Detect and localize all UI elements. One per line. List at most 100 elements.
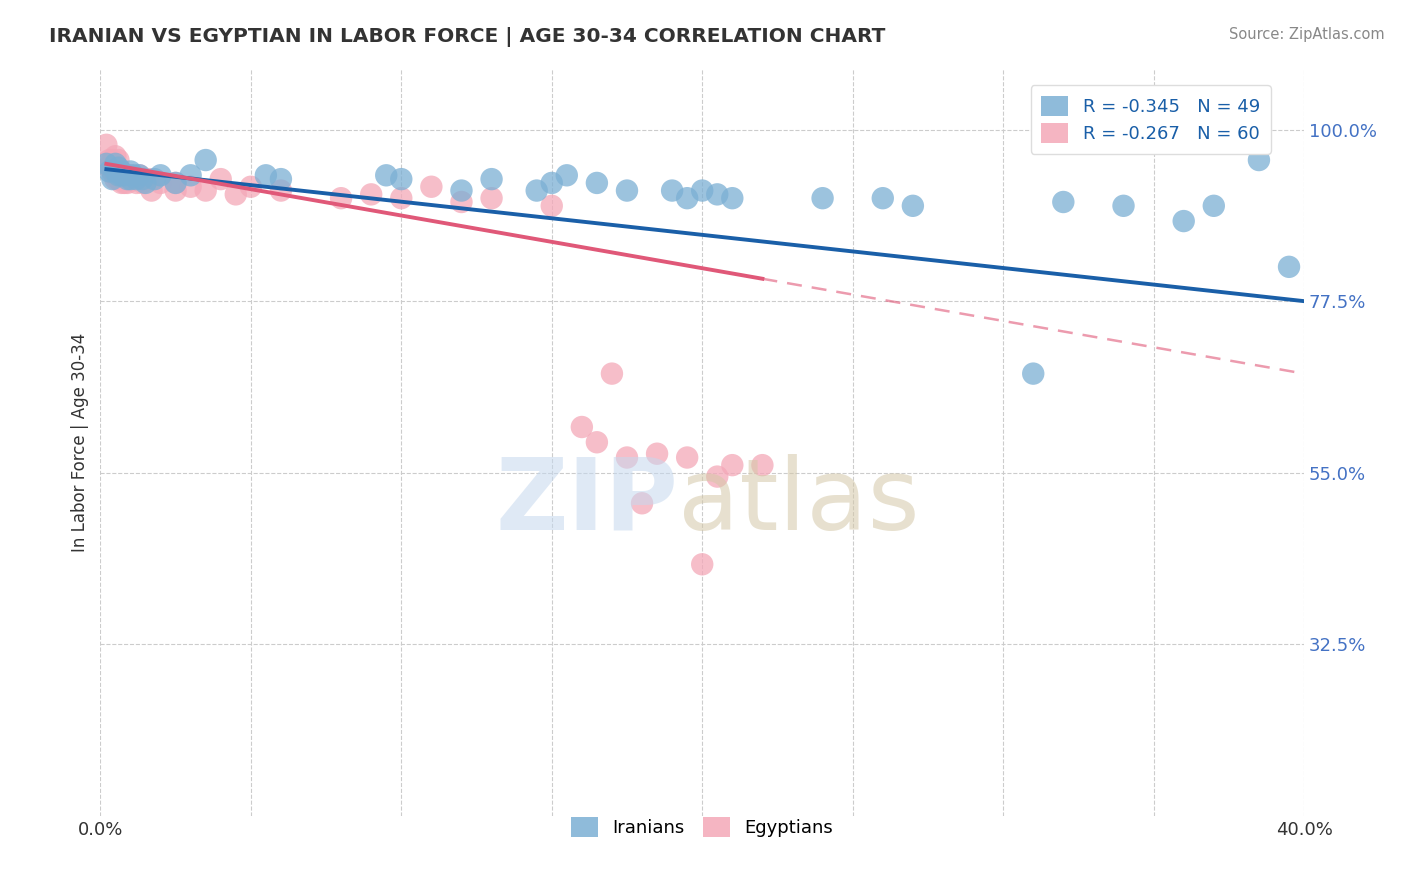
Point <box>389 191 412 205</box>
Point <box>138 172 160 186</box>
Point <box>239 179 262 194</box>
Point <box>270 172 292 186</box>
Point <box>131 172 153 186</box>
Point <box>661 184 683 198</box>
Text: IRANIAN VS EGYPTIAN IN LABOR FORCE | AGE 30-34 CORRELATION CHART: IRANIAN VS EGYPTIAN IN LABOR FORCE | AGE… <box>49 27 886 46</box>
Point <box>901 199 924 213</box>
Point <box>721 191 744 205</box>
Point <box>96 157 118 171</box>
Point <box>676 450 699 465</box>
Point <box>134 176 156 190</box>
Point <box>540 199 562 213</box>
Point <box>270 184 292 198</box>
Point <box>117 172 139 186</box>
Point <box>120 172 142 186</box>
Point <box>120 164 142 178</box>
Point <box>811 191 834 205</box>
Point <box>149 176 172 190</box>
Point <box>149 169 172 183</box>
Point <box>104 169 127 183</box>
Point <box>110 172 132 186</box>
Point <box>122 172 145 186</box>
Point <box>1022 367 1045 381</box>
Point <box>112 169 135 183</box>
Point <box>420 179 443 194</box>
Point <box>389 172 412 186</box>
Point <box>555 169 578 183</box>
Point <box>110 164 132 178</box>
Point <box>631 496 654 510</box>
Point <box>143 172 166 186</box>
Point <box>107 172 129 186</box>
Point <box>112 169 135 183</box>
Point <box>721 458 744 472</box>
Point <box>872 191 894 205</box>
Point <box>600 367 623 381</box>
Point <box>117 169 139 183</box>
Point <box>1202 199 1225 213</box>
Point <box>706 187 728 202</box>
Point <box>586 435 609 450</box>
Point <box>180 169 202 183</box>
Point <box>165 184 187 198</box>
Point <box>104 149 127 163</box>
Text: Source: ZipAtlas.com: Source: ZipAtlas.com <box>1229 27 1385 42</box>
Point <box>120 172 142 186</box>
Point <box>101 172 124 186</box>
Point <box>1278 260 1301 274</box>
Point <box>706 469 728 483</box>
Point <box>616 450 638 465</box>
Point <box>125 176 148 190</box>
Point <box>751 458 773 472</box>
Point <box>375 169 398 183</box>
Point <box>110 169 132 183</box>
Point <box>526 184 548 198</box>
Point <box>481 172 503 186</box>
Point <box>112 176 135 190</box>
Point <box>104 172 127 186</box>
Point <box>194 153 217 167</box>
Point <box>209 172 232 186</box>
Point <box>586 176 609 190</box>
Point <box>131 176 153 190</box>
Point <box>122 169 145 183</box>
Text: ZIP: ZIP <box>495 453 678 550</box>
Point <box>104 157 127 171</box>
Point <box>165 176 187 190</box>
Point <box>107 153 129 167</box>
Point <box>110 169 132 183</box>
Point <box>180 179 202 194</box>
Point <box>676 191 699 205</box>
Point <box>1112 199 1135 213</box>
Point <box>107 161 129 175</box>
Point <box>96 137 118 152</box>
Point <box>110 164 132 178</box>
Point <box>616 184 638 198</box>
Point <box>104 164 127 178</box>
Point <box>128 169 150 183</box>
Point <box>225 187 247 202</box>
Point <box>101 153 124 167</box>
Point <box>107 169 129 183</box>
Text: atlas: atlas <box>678 453 920 550</box>
Point <box>690 558 713 572</box>
Point <box>330 191 353 205</box>
Point <box>101 157 124 171</box>
Point <box>117 176 139 190</box>
Point <box>141 184 163 198</box>
Point <box>101 164 124 178</box>
Point <box>98 153 121 167</box>
Point <box>98 161 121 175</box>
Point <box>98 164 121 178</box>
Point <box>120 169 142 183</box>
Point <box>450 194 472 209</box>
Y-axis label: In Labor Force | Age 30-34: In Labor Force | Age 30-34 <box>72 333 89 552</box>
Point <box>450 184 472 198</box>
Point <box>194 184 217 198</box>
Point <box>1247 153 1270 167</box>
Point <box>125 172 148 186</box>
Point <box>254 169 277 183</box>
Legend: Iranians, Egyptians: Iranians, Egyptians <box>564 810 841 845</box>
Point <box>110 176 132 190</box>
Point <box>690 184 713 198</box>
